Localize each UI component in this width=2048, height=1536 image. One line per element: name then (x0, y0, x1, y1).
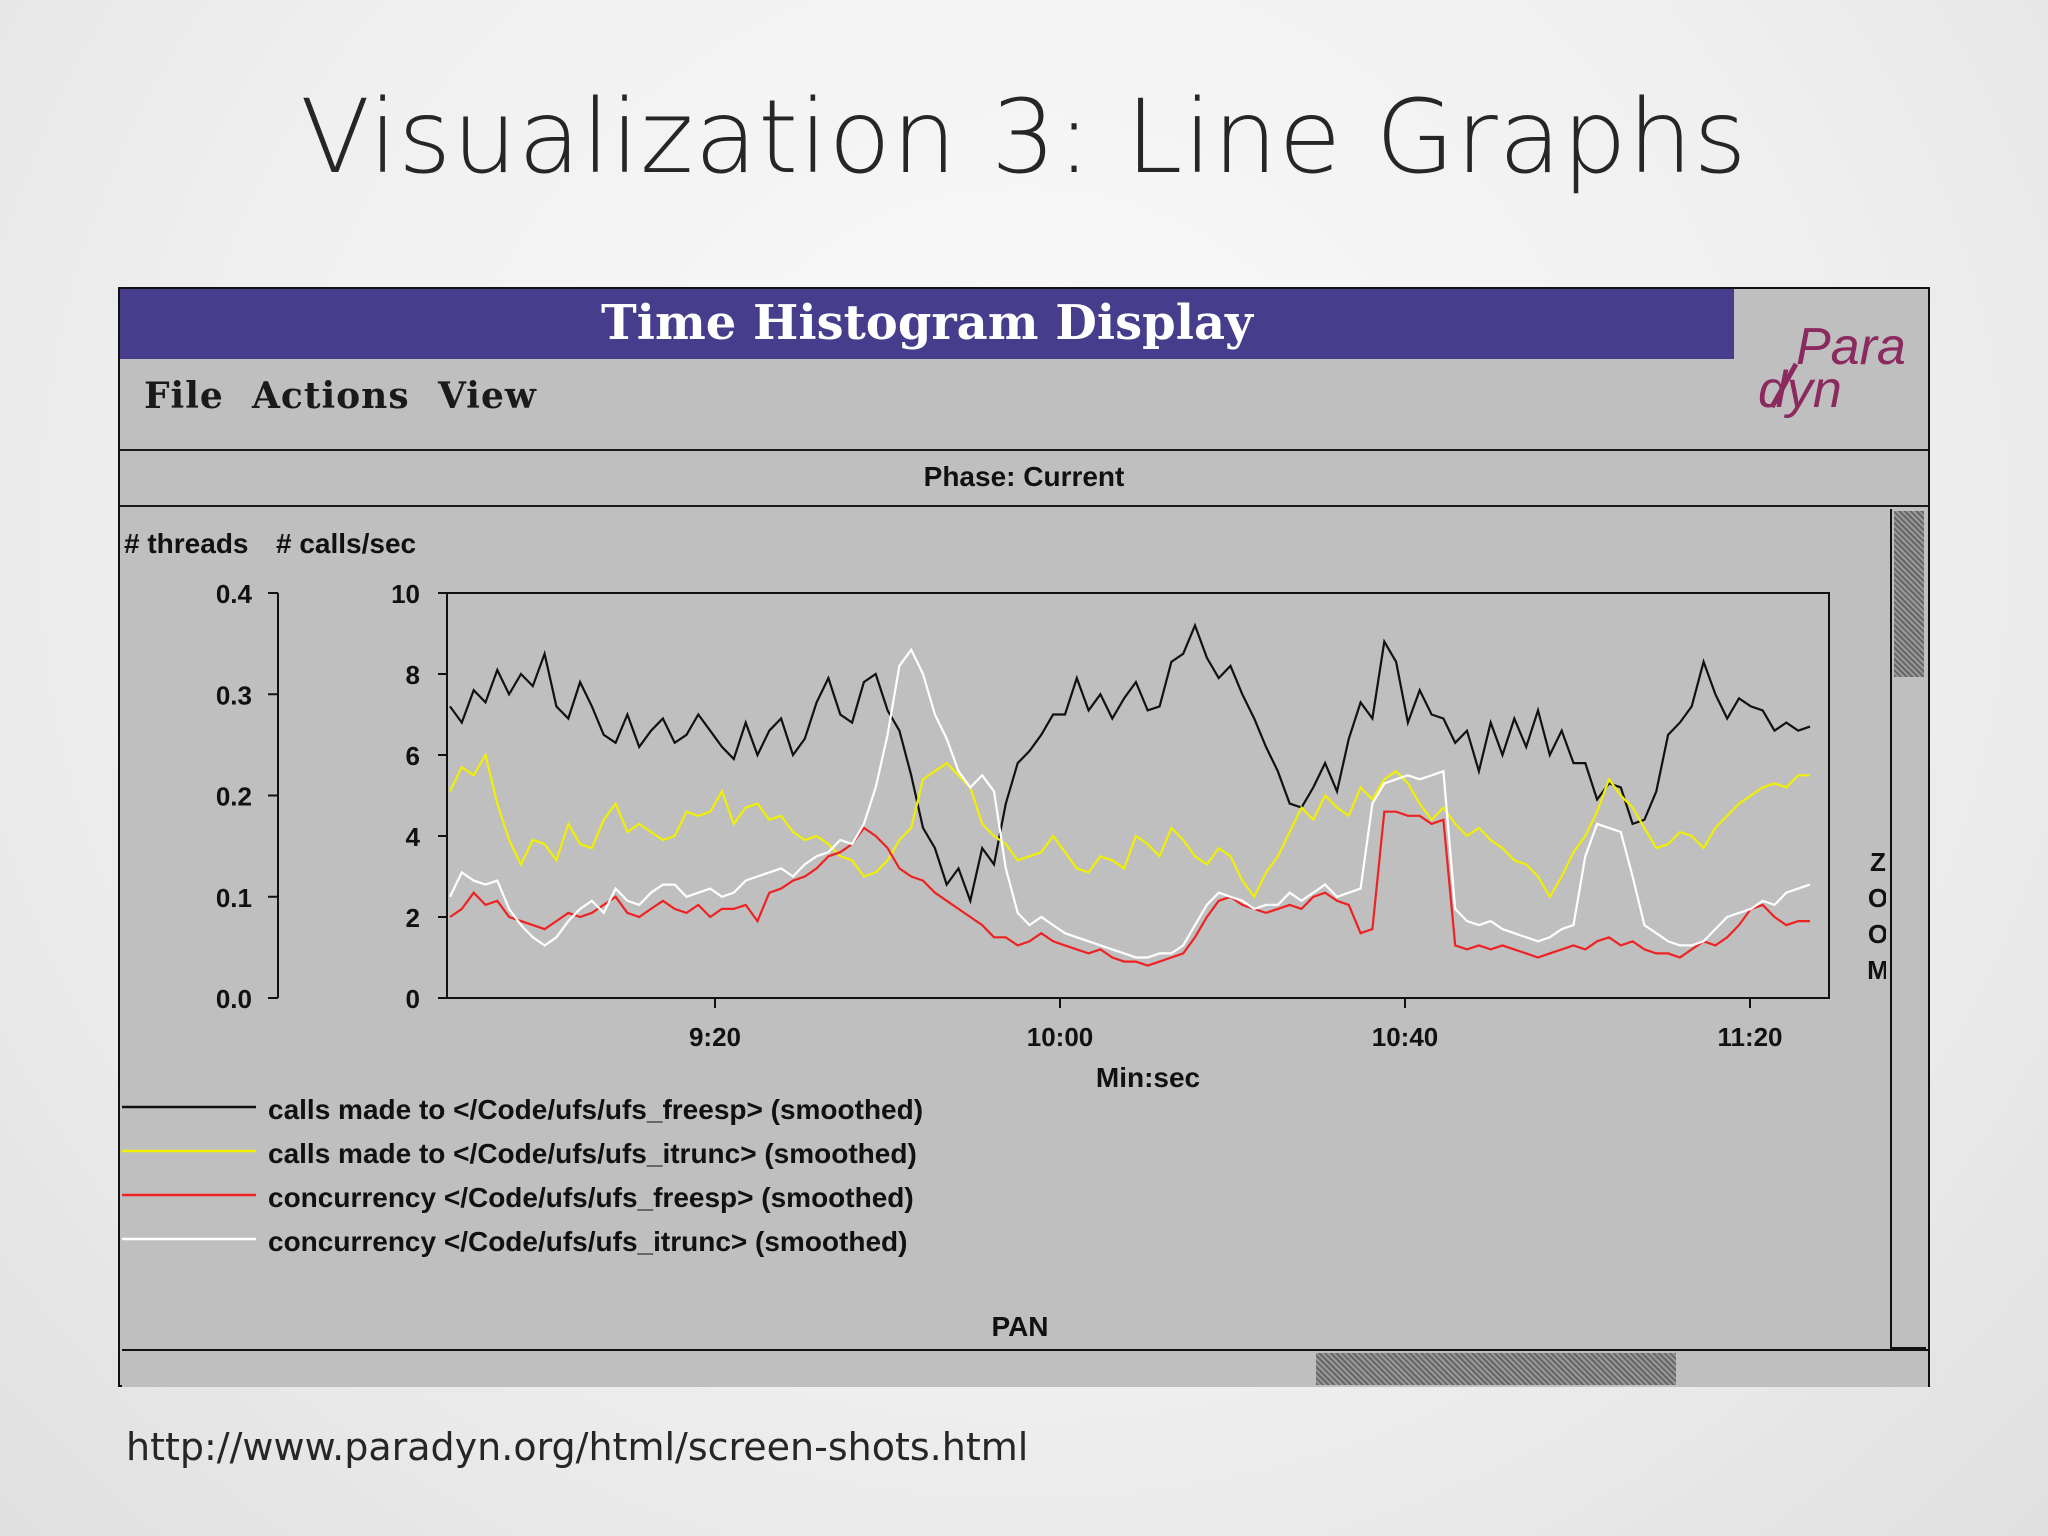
phase-divider (120, 505, 1928, 507)
plot-frame (446, 592, 1830, 999)
slide-title: Visualization 3: Line Graphs (300, 78, 1748, 197)
x-axis-tick-label: 10:00 (1027, 1022, 1094, 1052)
right-axis-tick-label: 6 (406, 741, 420, 771)
menu-file[interactable]: File (144, 375, 224, 417)
x-axis-tick-label: 9:20 (689, 1022, 741, 1052)
time-histogram-window: Time Histogram Display Para dyn File Act… (118, 287, 1930, 1387)
left-axis-tick-label: 0.0 (216, 984, 252, 1014)
source-url: http://www.paradyn.org/html/screen-shots… (126, 1425, 1029, 1469)
phase-label: Phase: Current (923, 461, 1125, 492)
right-axis-tick-label: 8 (406, 660, 420, 690)
series-line-3 (449, 647, 1811, 959)
horizontal-pan-scrollbar[interactable] (122, 1349, 1928, 1387)
left-axis-label: # threads (124, 528, 249, 559)
right-axis-tick-label: 10 (391, 579, 420, 609)
zoom-letter: Z (1870, 847, 1886, 877)
window-titlebar: Time Histogram Display (120, 289, 1734, 359)
menu-actions[interactable]: Actions (252, 375, 410, 417)
logo-stroke (1769, 362, 1799, 409)
zoom-letter: O (1868, 919, 1886, 949)
right-axis-tick-label: 2 (406, 903, 420, 933)
left-axis-tick-label: 0.2 (216, 782, 252, 812)
series-lines (449, 622, 1811, 967)
menu-view[interactable]: View (438, 375, 537, 417)
menu-divider (120, 449, 1928, 451)
legend: calls made to </Code/ufs/ufs_freesp> (sm… (122, 1094, 923, 1257)
menubar: File Actions View (120, 359, 1734, 435)
zoom-letter: M (1867, 955, 1886, 985)
series-line-1 (449, 752, 1810, 899)
series-line-2 (449, 810, 1810, 967)
vertical-zoom-scrollbar[interactable] (1890, 509, 1926, 1349)
legend-label: calls made to </Code/ufs/ufs_itrunc> (sm… (268, 1138, 917, 1169)
x-axis: 9:20 10:00 10:40 11:20 (689, 998, 1783, 1052)
right-axis-label: # calls/sec (276, 528, 416, 559)
time-histogram-chart: # threads # calls/sec 0.0 0.1 0.2 0.3 0.4 0 2… (122, 528, 1886, 1342)
x-axis-label: Min:sec (1096, 1062, 1200, 1093)
zoom-letter: O (1868, 883, 1886, 913)
legend-label: calls made to </Code/ufs/ufs_freesp> (sm… (268, 1094, 923, 1125)
left-axis-tick-label: 0.4 (216, 579, 253, 609)
window-title: Time Histogram Display (601, 295, 1253, 351)
logo-text-dyn: dyn (1758, 361, 1842, 419)
right-axis-tick-label: 4 (406, 822, 421, 852)
series-line-0 (449, 622, 1811, 905)
vertical-scroll-thumb[interactable] (1894, 511, 1924, 677)
x-axis-tick-label: 11:20 (1717, 1022, 1782, 1052)
pan-label[interactable]: PAN (991, 1311, 1048, 1342)
legend-label: concurrency </Code/ufs/ufs_itrunc> (smoo… (268, 1226, 907, 1257)
logo-text-para: Para (1796, 318, 1906, 376)
left-axis-tick-label: 0.1 (216, 883, 252, 913)
paradyn-logo: Para dyn (1758, 318, 1906, 419)
right-axis: 0 2 4 6 8 10 (391, 579, 447, 1014)
right-axis-tick-label: 0 (406, 984, 420, 1014)
horizontal-scroll-thumb[interactable] (1316, 1353, 1676, 1385)
left-axis: 0.0 0.1 0.2 0.3 0.4 (216, 579, 279, 1014)
legend-label: concurrency </Code/ufs/ufs_freesp> (smoo… (268, 1182, 914, 1213)
left-axis-tick-label: 0.3 (216, 680, 252, 710)
x-axis-tick-label: 10:40 (1372, 1022, 1439, 1052)
